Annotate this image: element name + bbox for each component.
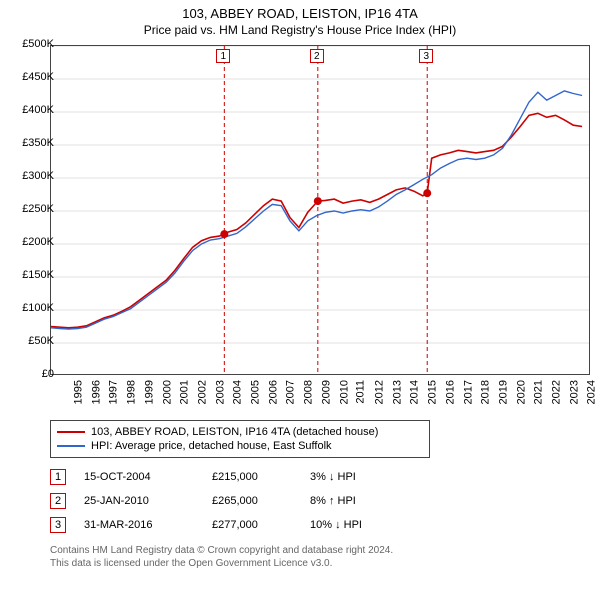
x-tick-label: 1996 xyxy=(90,380,102,404)
x-tick-label: 2024 xyxy=(586,380,598,404)
x-tick-label: 2007 xyxy=(285,380,297,404)
y-tick-label: £500K xyxy=(22,38,54,50)
x-tick-label: 1998 xyxy=(126,380,138,404)
sale-diff: 10% ↓ HPI xyxy=(310,519,400,531)
y-tick-label: £350K xyxy=(22,137,54,149)
legend-item: 103, ABBEY ROAD, LEISTON, IP16 4TA (deta… xyxy=(57,425,423,439)
page-title: 103, ABBEY ROAD, LEISTON, IP16 4TA xyxy=(0,0,600,21)
x-tick-label: 2000 xyxy=(161,380,173,404)
legend-swatch xyxy=(57,445,85,447)
x-tick-label: 2006 xyxy=(267,380,279,404)
sale-price: £215,000 xyxy=(212,471,292,483)
x-tick-label: 2023 xyxy=(568,380,580,404)
sale-date: 31-MAR-2016 xyxy=(84,519,194,531)
x-tick-label: 2003 xyxy=(214,380,226,404)
y-tick-label: £100K xyxy=(22,302,54,314)
x-tick-label: 2010 xyxy=(338,380,350,404)
footer-line2: This data is licensed under the Open Gov… xyxy=(50,557,393,570)
x-tick-label: 2019 xyxy=(497,380,509,404)
x-tick-label: 2008 xyxy=(303,380,315,404)
legend-label: 103, ABBEY ROAD, LEISTON, IP16 4TA (deta… xyxy=(91,426,378,438)
x-tick-label: 2009 xyxy=(320,380,332,404)
sale-diff: 3% ↓ HPI xyxy=(310,471,400,483)
y-tick-label: £150K xyxy=(22,269,54,281)
x-tick-label: 2004 xyxy=(232,380,244,404)
y-tick-label: £250K xyxy=(22,203,54,215)
x-tick-label: 2001 xyxy=(179,380,191,404)
x-tick-label: 1997 xyxy=(108,380,120,404)
footer-line1: Contains HM Land Registry data © Crown c… xyxy=(50,544,393,557)
footer-text: Contains HM Land Registry data © Crown c… xyxy=(50,544,393,570)
event-marker: 2 xyxy=(310,49,324,63)
sale-price: £277,000 xyxy=(212,519,292,531)
y-tick-label: £0 xyxy=(42,368,54,380)
x-tick-label: 1999 xyxy=(143,380,155,404)
x-tick-label: 2014 xyxy=(409,380,421,404)
y-tick-label: £450K xyxy=(22,71,54,83)
sale-marker: 3 xyxy=(50,517,66,533)
sales-row: 3 31-MAR-2016 £277,000 10% ↓ HPI xyxy=(50,513,470,537)
legend-label: HPI: Average price, detached house, East… xyxy=(91,440,332,452)
x-tick-label: 2022 xyxy=(551,380,563,404)
x-tick-label: 2012 xyxy=(373,380,385,404)
x-tick-label: 2002 xyxy=(196,380,208,404)
legend: 103, ABBEY ROAD, LEISTON, IP16 4TA (deta… xyxy=(50,420,430,458)
x-tick-label: 2011 xyxy=(355,380,367,404)
y-tick-label: £50K xyxy=(28,335,54,347)
event-marker: 1 xyxy=(216,49,230,63)
y-tick-label: £300K xyxy=(22,170,54,182)
sale-price: £265,000 xyxy=(212,495,292,507)
x-tick-label: 2015 xyxy=(427,380,439,404)
x-tick-label: 2013 xyxy=(391,380,403,404)
sales-table: 1 15-OCT-2004 £215,000 3% ↓ HPI 2 25-JAN-2010… xyxy=(50,465,470,537)
sales-row: 1 15-OCT-2004 £215,000 3% ↓ HPI xyxy=(50,465,470,489)
sale-date: 25-JAN-2010 xyxy=(84,495,194,507)
x-tick-label: 1995 xyxy=(72,380,84,404)
x-tick-label: 2021 xyxy=(533,380,545,404)
page-subtitle: Price paid vs. HM Land Registry's House … xyxy=(0,21,600,45)
legend-item: HPI: Average price, detached house, East… xyxy=(57,439,423,453)
x-tick-label: 2020 xyxy=(515,380,527,404)
chart-svg xyxy=(50,45,590,375)
x-tick-label: 2005 xyxy=(250,380,262,404)
x-tick-label: 2017 xyxy=(462,380,474,404)
sales-row: 2 25-JAN-2010 £265,000 8% ↑ HPI xyxy=(50,489,470,513)
sale-date: 15-OCT-2004 xyxy=(84,471,194,483)
x-tick-label: 2016 xyxy=(444,380,456,404)
y-tick-label: £200K xyxy=(22,236,54,248)
x-tick-label: 2018 xyxy=(480,380,492,404)
legend-swatch xyxy=(57,431,85,433)
chart-area: 1 2 3 xyxy=(50,45,590,375)
sale-diff: 8% ↑ HPI xyxy=(310,495,400,507)
y-tick-label: £400K xyxy=(22,104,54,116)
sale-marker: 2 xyxy=(50,493,66,509)
sale-marker: 1 xyxy=(50,469,66,485)
event-marker: 3 xyxy=(419,49,433,63)
